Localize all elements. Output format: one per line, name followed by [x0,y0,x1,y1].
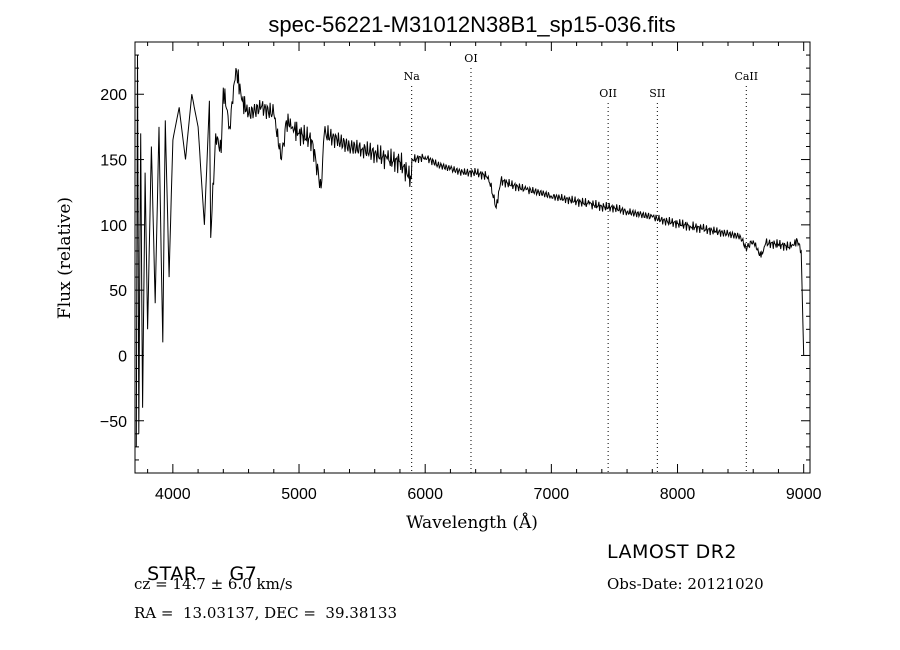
x-tick-label: 6000 [407,486,443,503]
plot-area: 4000 5000 6000 7000 8000 9000−50050100150200 … [100,41,822,503]
y-tick-label: 150 [100,153,127,170]
y-tick-label: 100 [100,218,127,235]
coordinates: RA = 13.03137, DEC = 39.38133 [134,604,398,622]
y-tick-label: −50 [100,414,127,431]
line-label-na: Na [404,70,421,83]
plot-frame [134,41,811,474]
x-axis-label: Wavelength (Å) [406,512,538,533]
emission-lines: Na OI OII SII CaII [404,52,758,473]
object-class: STAR G7 [134,541,257,585]
y-tick-label: 200 [100,87,127,104]
x-tick-label: 7000 [534,486,570,503]
x-tick-label: 8000 [660,486,696,503]
y-axis-label: Flux (relative) [55,197,75,319]
subclass-label: G7 [229,563,258,585]
line-label-sii: SII [649,87,665,100]
survey-label: LAMOST DR2 [607,541,737,563]
chart-title: spec-56221-M31012N38B1_sp15-036.fits [268,12,675,37]
cz-value: cz = 14.7 ± 6.0 km/s [134,575,293,593]
obs-date: Obs-Date: 20121020 [607,575,764,593]
x-tick-label: 5000 [281,486,317,503]
x-tick-label: 9000 [786,486,822,503]
line-label-oii: OII [599,87,617,100]
line-label-caii: CaII [734,70,758,83]
x-tick-label: 4000 [155,486,191,503]
class-label: STAR [147,563,198,585]
y-tick-label: 0 [118,348,127,365]
y-tick-label: 50 [109,283,127,300]
axis-ticks: 4000 5000 6000 7000 8000 9000 −50 0 50 100 150 200 [100,41,822,503]
line-label-oi: OI [464,52,477,65]
spectrum-line [135,55,805,447]
